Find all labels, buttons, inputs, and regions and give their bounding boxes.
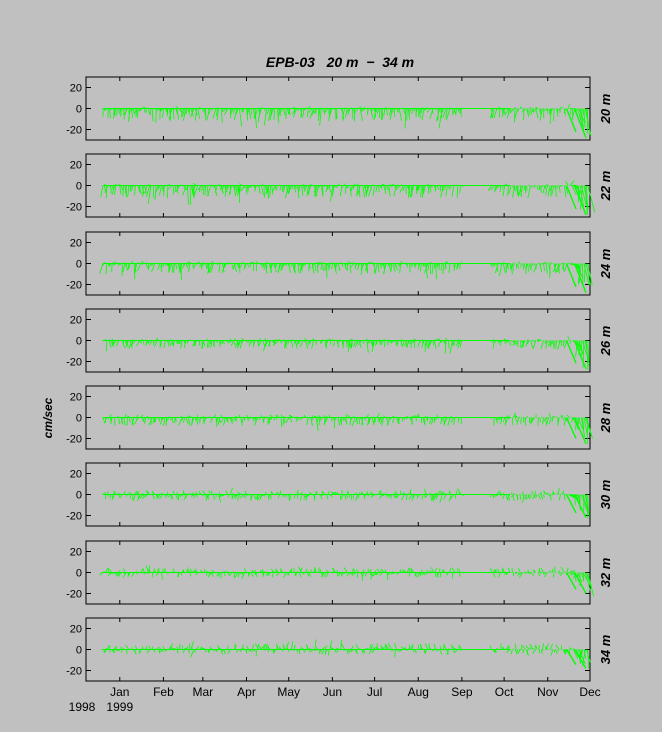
- y-tick-label: 0: [76, 259, 82, 271]
- stick-series: [102, 487, 590, 519]
- depth-label: 22 m: [598, 170, 613, 201]
- y-tick-label: 0: [76, 645, 82, 657]
- y-tick-label: -20: [66, 125, 82, 137]
- y-tick-label: 0: [76, 490, 82, 502]
- stick-series: [102, 104, 592, 137]
- x-tick-label: Aug: [408, 685, 429, 699]
- stick-series: [99, 260, 593, 286]
- depth-label: 24 m: [598, 248, 613, 279]
- end-stick: [573, 185, 587, 216]
- panel-20m: 20 0 -20 20 m: [66, 76, 613, 141]
- depth-label: 34 m: [598, 634, 613, 664]
- y-tick-label: 20: [70, 160, 82, 172]
- y-tick-label: 0: [76, 336, 82, 348]
- y-tick-label: -20: [66, 434, 82, 446]
- depth-label: 28 m: [598, 402, 613, 433]
- x-tick-label: Dec: [579, 685, 600, 699]
- y-tick-label: 20: [70, 83, 82, 95]
- stick-series: [102, 335, 590, 371]
- end-stick: [565, 108, 577, 133]
- x-tick-label: Jan: [110, 685, 129, 699]
- x-tick-label: Nov: [537, 685, 558, 699]
- y-tick-label: 0: [76, 568, 82, 580]
- end-stick: [565, 340, 577, 364]
- figure-title: EPB-03 20 m − 34 m: [266, 54, 414, 70]
- y-tick-label: 0: [76, 181, 82, 193]
- y-tick-label: -20: [66, 280, 82, 292]
- x-year-label: 1999: [106, 700, 133, 714]
- stick-series: [101, 639, 591, 669]
- end-stick: [565, 417, 577, 439]
- y-tick-label: 20: [70, 624, 82, 636]
- panel-32m: 20 0 -20 32 m: [66, 540, 613, 605]
- x-tick-label: Feb: [153, 685, 174, 699]
- y-tick-label: 20: [70, 547, 82, 559]
- y-tick-label: 20: [70, 392, 82, 404]
- x-tick-label: Jun: [323, 685, 342, 699]
- depth-label: 20 m: [598, 93, 613, 124]
- end-stick: [565, 263, 577, 288]
- x-tick-label: Sep: [451, 685, 473, 699]
- end-stick: [565, 185, 577, 210]
- y-tick-label: 20: [70, 238, 82, 250]
- x-axis: Jan Feb Mar Apr May Jun Jul Aug Sep Oct Nov Dec 1998…: [69, 685, 601, 714]
- end-stick: [573, 494, 587, 518]
- end-stick: [573, 572, 587, 594]
- x-tick-label: Apr: [237, 685, 256, 699]
- y-tick-label: 20: [70, 315, 82, 327]
- y-tick-label: -20: [66, 202, 82, 214]
- end-stick: [573, 108, 587, 139]
- stick-series: [102, 412, 593, 444]
- end-stick: [565, 572, 577, 590]
- x-tick-label: Mar: [193, 685, 214, 699]
- panel-30m: 20 0 -20 30 m: [66, 462, 613, 527]
- y-axis-label: cm/sec: [41, 397, 55, 438]
- panel-28m: 20 0 -20 28 m: [66, 385, 613, 450]
- y-tick-label: -20: [66, 511, 82, 523]
- y-tick-label: -20: [66, 666, 82, 678]
- y-tick-label: 20: [70, 469, 82, 481]
- depth-label: 26 m: [598, 325, 613, 356]
- end-stick: [573, 340, 587, 370]
- x-year-label: 1998: [69, 700, 96, 714]
- end-stick: [573, 263, 587, 294]
- x-tick-label: Oct: [495, 685, 514, 699]
- x-tick-label: Jul: [367, 685, 382, 699]
- panel-22m: 20 0 -20 22 m: [66, 153, 613, 218]
- end-stick: [573, 649, 587, 669]
- depth-label: 32 m: [598, 557, 613, 587]
- stick-series: [100, 180, 596, 215]
- x-tick-label: May: [277, 685, 300, 699]
- panel-34m: 20 0 -20 34 m: [66, 617, 613, 682]
- end-stick: [565, 649, 577, 665]
- y-tick-label: 0: [76, 413, 82, 425]
- end-stick: [573, 417, 587, 445]
- panel-24m: 20 0 -20 24 m: [66, 231, 613, 296]
- depth-label: 30 m: [598, 479, 613, 509]
- y-tick-label: -20: [66, 589, 82, 601]
- y-tick-label: -20: [66, 357, 82, 369]
- panel-26m: 20 0 -20 26 m: [66, 308, 613, 373]
- stick-series: [99, 565, 595, 597]
- y-tick-label: 0: [76, 104, 82, 116]
- end-stick: [565, 494, 577, 514]
- panels-group: 20 0 -20 20 m 20 0 -20 22 m 20 0 -20 24 m 20 0 -20 26 m…: [66, 76, 613, 682]
